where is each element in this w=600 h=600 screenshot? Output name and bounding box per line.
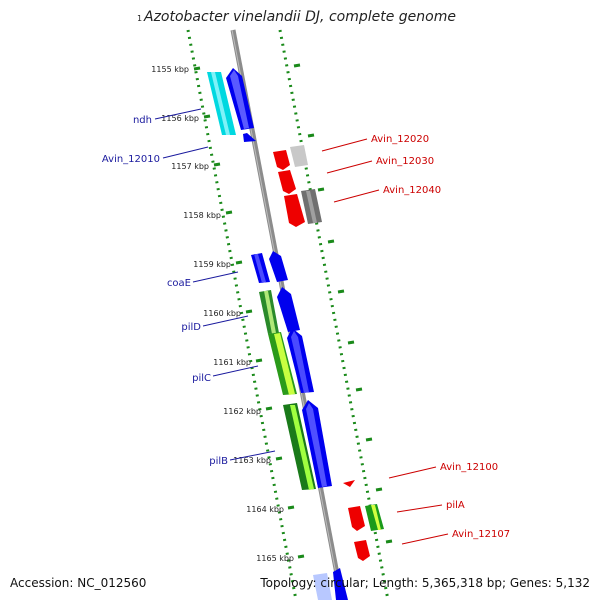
gene-blue-pilD-2	[277, 287, 300, 332]
gene-bottom-blue	[333, 568, 348, 600]
start-tick-label: 1	[137, 14, 143, 23]
scale-label: 1158 kbp	[183, 211, 221, 220]
scale-labels: 1155 kbp 1156 kbp 1157 kbp 1158 kbp 1159 kbp…	[151, 65, 294, 563]
scale-ticks	[193, 66, 305, 559]
left-gene-labels: ndh Avin_12010 coaE pilD pilC pilB	[102, 115, 228, 467]
gene-Avin_12020	[273, 150, 290, 170]
label-coaE[interactable]: coaE	[167, 278, 191, 289]
scale-label: 1161 kbp	[213, 358, 251, 367]
gene-Avin_12040	[284, 194, 305, 227]
label-ndh[interactable]: ndh	[133, 115, 152, 126]
forward-genes	[207, 68, 348, 600]
label-pilB[interactable]: pilB	[209, 456, 228, 467]
scale-label: 1163 kbp	[233, 456, 271, 465]
scale-label: 1156 kbp	[161, 114, 199, 123]
label-Avin_12030[interactable]: Avin_12030	[376, 156, 434, 167]
track-left-inner	[278, 29, 390, 600]
genome-title: Azotobacter vinelandii DJ, complete geno…	[144, 9, 456, 25]
label-pilD[interactable]: pilD	[181, 322, 201, 333]
label-pilA[interactable]: pilA	[446, 500, 465, 511]
label-Avin_12100[interactable]: Avin_12100	[440, 462, 498, 473]
label-Avin_12040[interactable]: Avin_12040	[383, 185, 441, 196]
topology-text: Topology: circular; Length: 5,365,318 bp…	[260, 576, 590, 590]
label-Avin_12107[interactable]: Avin_12107	[452, 529, 510, 540]
scale-label: 1164 kbp	[246, 505, 284, 514]
gene-Avin_12100	[343, 480, 355, 487]
scale-label: 1159 kbp	[193, 260, 231, 269]
scale-label: 1162 kbp	[223, 407, 261, 416]
accession-text: Accession: NC_012560	[10, 576, 147, 590]
left-leaders	[154, 108, 276, 461]
gene-blue-coaE-2	[269, 251, 288, 282]
scale-label: 1157 kbp	[171, 162, 209, 171]
gene-Avin_12107	[354, 540, 370, 561]
scale-label: 1155 kbp	[151, 65, 189, 74]
gene-Avin_12020-grey	[290, 145, 308, 167]
gene-Avin_12030	[278, 170, 296, 194]
scale-label: 1165 kbp	[256, 554, 294, 563]
gene-pilA-red	[348, 506, 365, 531]
gene-small-blue	[243, 133, 256, 142]
scale-label: 1160 kbp	[203, 309, 241, 318]
gene-bottom-lavender	[313, 573, 332, 600]
track-left-outer	[186, 29, 298, 600]
right-leaders	[321, 138, 449, 545]
reverse-genes	[273, 145, 384, 561]
right-track-ticks	[293, 63, 393, 544]
label-Avin_12020[interactable]: Avin_12020	[371, 134, 429, 145]
label-Avin_12010[interactable]: Avin_12010	[102, 154, 160, 165]
right-gene-labels: Avin_12020 Avin_12030 Avin_12040 Avin_12…	[371, 134, 510, 540]
label-pilC[interactable]: pilC	[192, 373, 211, 384]
